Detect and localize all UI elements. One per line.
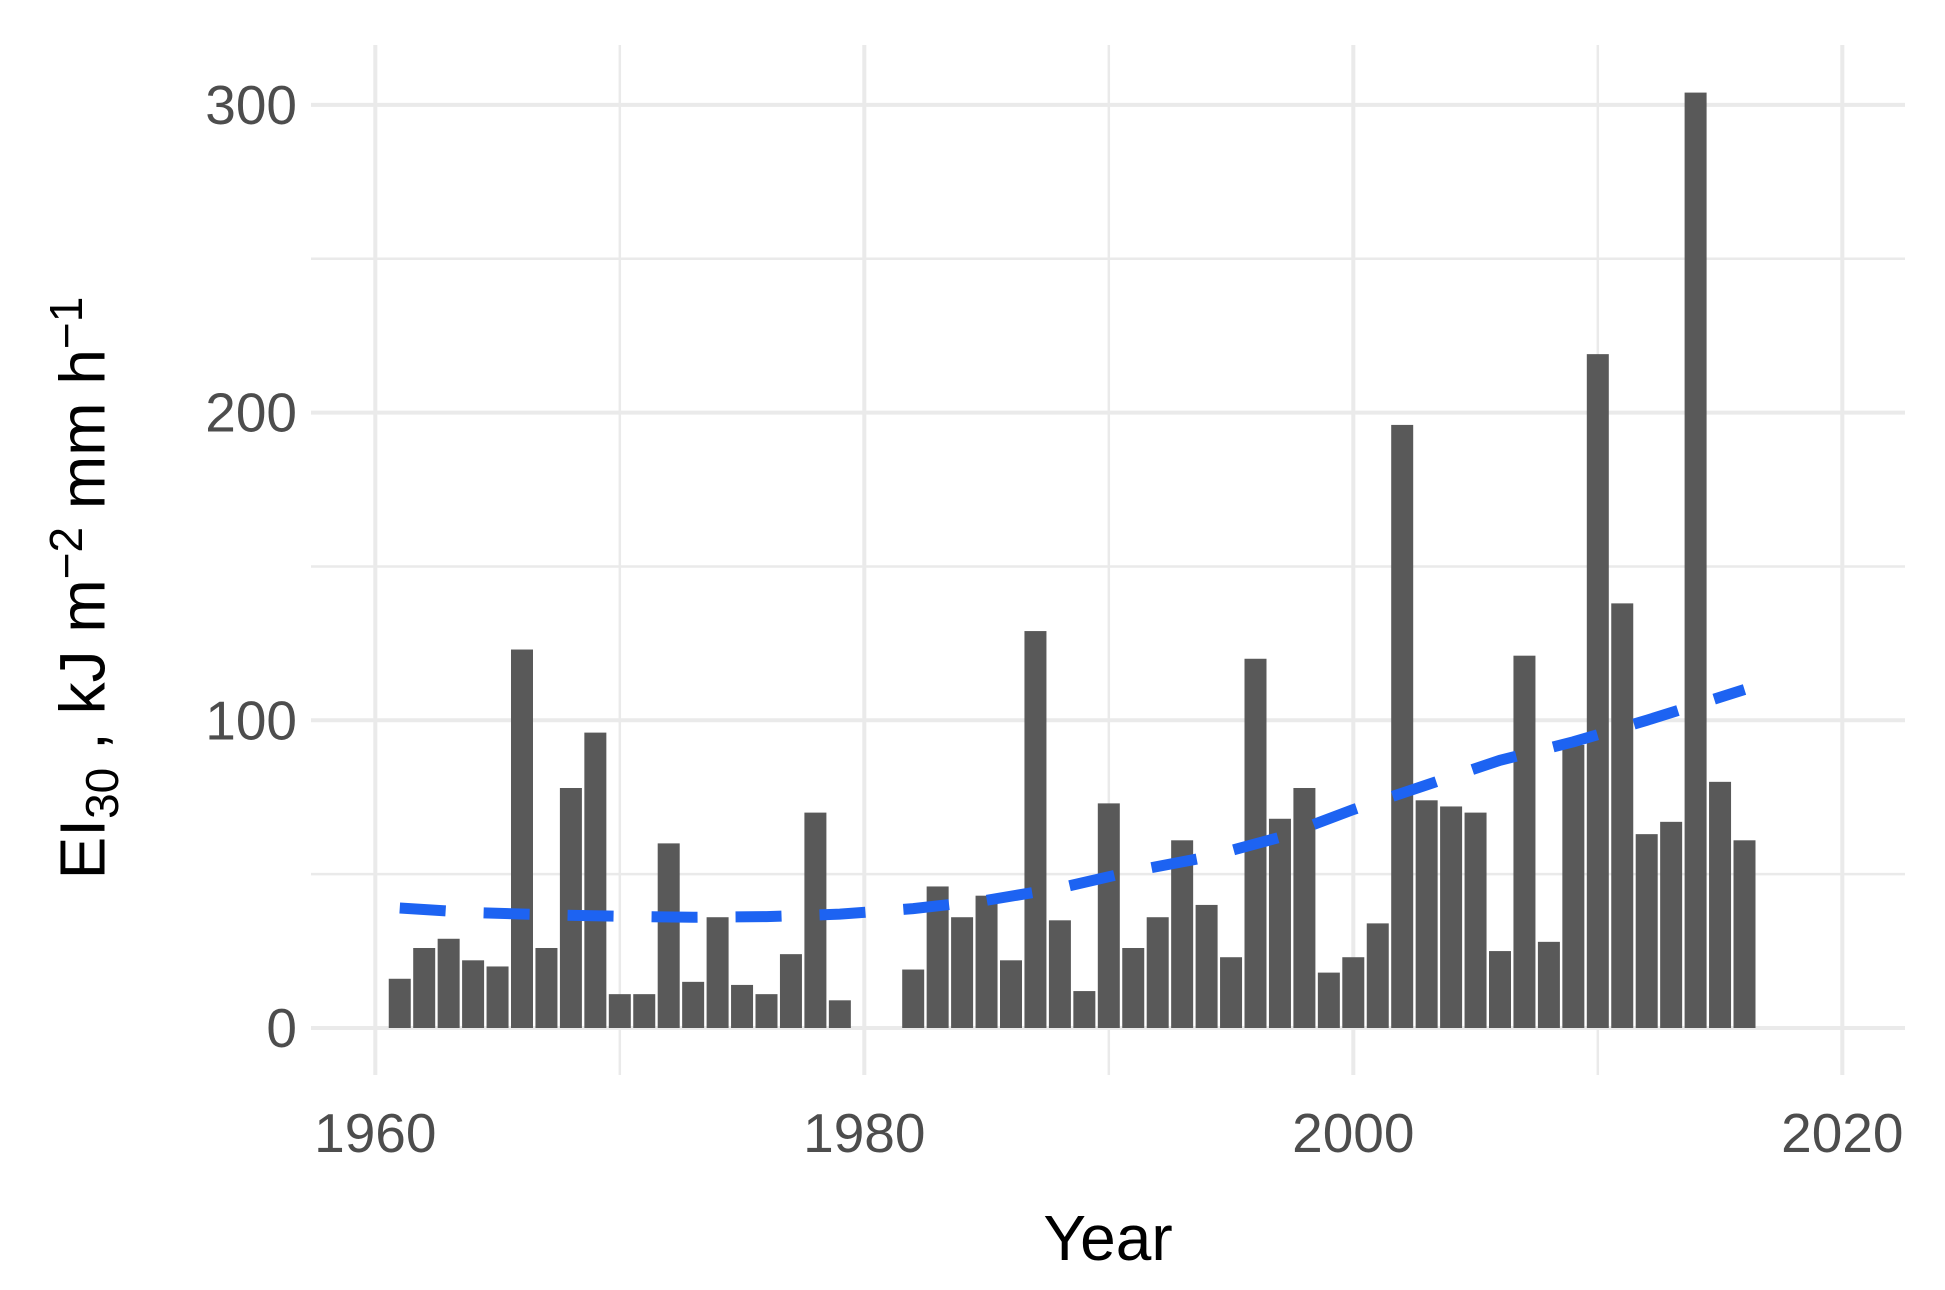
bar-1963 <box>437 938 460 1028</box>
bar-2001 <box>1366 923 1389 1028</box>
y-title-units-2: mm h <box>46 349 119 527</box>
bar-1999 <box>1317 972 1340 1028</box>
bar-1990 <box>1097 803 1120 1028</box>
bar-1967 <box>535 947 558 1028</box>
bar-1984 <box>951 917 974 1028</box>
x-axis-title: Year <box>1043 1202 1173 1274</box>
bar-1994 <box>1195 904 1218 1028</box>
bar-1985 <box>975 895 998 1028</box>
bar-1987 <box>1024 631 1047 1028</box>
bar-1993 <box>1171 840 1194 1028</box>
bar-1973 <box>682 981 705 1028</box>
x-tick-label-1960: 1960 <box>314 1102 436 1164</box>
y-title-superscript-2: −1 <box>39 296 92 350</box>
bar-1972 <box>657 843 680 1028</box>
bar-2007 <box>1513 655 1536 1028</box>
bar-1986 <box>1000 960 1022 1028</box>
bar-1991 <box>1122 947 1145 1028</box>
bar-1989 <box>1073 991 1096 1028</box>
bar-1968 <box>559 787 582 1028</box>
y-title-base: EI <box>46 818 119 880</box>
bar-1995 <box>1220 957 1243 1028</box>
x-tick-label-2020: 2020 <box>1781 1102 1903 1164</box>
x-tick-label-1980: 1980 <box>803 1102 925 1164</box>
bar-1977 <box>779 954 802 1028</box>
bar-2013 <box>1660 821 1683 1028</box>
y-tick-label-300: 300 <box>205 74 297 136</box>
y-tick-label-0: 0 <box>266 997 297 1059</box>
bar-2012 <box>1635 834 1658 1028</box>
bar-2000 <box>1342 957 1365 1028</box>
bar-1979 <box>828 1000 851 1028</box>
bar-1997 <box>1268 818 1291 1028</box>
bar-2004 <box>1440 806 1463 1028</box>
bar-1975 <box>731 984 754 1028</box>
bar-2009 <box>1562 744 1585 1028</box>
bar-1998 <box>1293 787 1316 1028</box>
bar-1965 <box>486 966 509 1028</box>
bar-1974 <box>706 917 729 1028</box>
bar-2011 <box>1611 603 1634 1028</box>
bar-1961 <box>388 978 411 1028</box>
y-tick-label-100: 100 <box>205 689 297 751</box>
bar-1964 <box>462 960 485 1028</box>
bar-2008 <box>1537 941 1560 1028</box>
bar-1978 <box>804 812 827 1028</box>
y-title-subscript: 30 <box>76 767 129 819</box>
bar-2016 <box>1733 840 1756 1028</box>
y-axis-title: EI30 , kJ m−2 mm h−1 <box>39 297 129 880</box>
y-tick-label-200: 200 <box>205 382 297 444</box>
y-title-superscript-1: −2 <box>39 526 92 580</box>
bar-1971 <box>633 994 656 1028</box>
bar-1982 <box>902 969 925 1028</box>
bar-1988 <box>1048 920 1071 1028</box>
x-tick-label-2000: 2000 <box>1292 1102 1414 1164</box>
bar-1970 <box>608 994 631 1028</box>
bar-1969 <box>584 732 607 1028</box>
bar-2015 <box>1709 781 1732 1028</box>
trend-line <box>399 684 1747 923</box>
bar-1962 <box>413 947 436 1028</box>
bar-1976 <box>755 994 778 1028</box>
bar-2014 <box>1684 92 1707 1029</box>
bar-2005 <box>1464 812 1487 1028</box>
bar-2010 <box>1586 354 1609 1029</box>
bar-1992 <box>1146 917 1169 1028</box>
y-title-units: , kJ m <box>46 579 119 768</box>
bar-2006 <box>1489 951 1511 1028</box>
bar-1966 <box>511 649 533 1028</box>
bar-1983 <box>926 886 949 1028</box>
bar-2003 <box>1415 800 1438 1028</box>
bar-2002 <box>1391 424 1414 1029</box>
